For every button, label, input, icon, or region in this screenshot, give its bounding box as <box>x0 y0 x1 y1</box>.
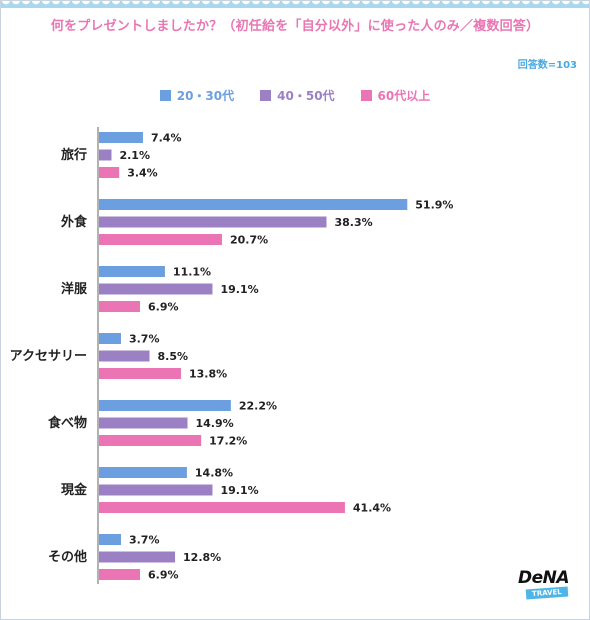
data-label: 19.1% <box>220 283 258 296</box>
data-label: 22.2% <box>239 400 277 413</box>
bar-s1-5 <box>99 467 187 478</box>
bar-s3-4 <box>99 435 202 446</box>
category-label: 洋服 <box>61 281 88 297</box>
legend-swatch-s3 <box>360 90 372 101</box>
bar-s2-5 <box>99 484 213 496</box>
legend-swatch-s1 <box>159 90 171 101</box>
dena-travel-logo: DeNA TRAVEL <box>518 568 576 606</box>
bar-s3-2 <box>99 301 140 312</box>
bar-s2-0 <box>99 149 112 161</box>
data-label: 2.1% <box>119 149 150 162</box>
legend-item-s3: 60代以上 <box>360 87 431 104</box>
legend-label-s1: 20・30代 <box>176 89 235 103</box>
data-label: 51.9% <box>415 199 453 212</box>
bar-s1-6 <box>99 534 121 545</box>
data-label: 41.4% <box>353 502 391 515</box>
legend-item-s2: 40・50代 <box>260 87 335 104</box>
legend-label-s2: 40・50代 <box>277 89 335 103</box>
logo-tag-text: TRAVEL <box>525 586 569 600</box>
data-label: 38.3% <box>335 216 373 229</box>
bar-s2-6 <box>99 551 176 563</box>
bar-s1-2 <box>99 266 165 277</box>
chart-title: 何をプレゼントしましたか？（初任給を「自分以外」に使った人のみ／複数回答） <box>50 19 540 34</box>
category-label: アクセサリー <box>10 349 87 364</box>
legend-label-s3: 60代以上 <box>377 89 431 103</box>
data-label: 13.8% <box>189 368 227 381</box>
bar-s2-1 <box>99 216 327 228</box>
bar-s1-4 <box>99 400 231 411</box>
legend-swatch-s2 <box>260 90 272 101</box>
bar-s3-6 <box>99 569 140 580</box>
bar-s2-2 <box>99 283 213 295</box>
data-label: 19.1% <box>220 484 258 497</box>
data-label: 14.8% <box>195 467 233 480</box>
data-label: 3.7% <box>129 534 160 547</box>
logo-main-text: DeNA <box>518 568 570 588</box>
bar-s3-0 <box>99 167 120 178</box>
data-label: 14.9% <box>196 417 234 430</box>
bar-s3-5 <box>99 502 345 513</box>
category-label: その他 <box>48 549 87 565</box>
bar-s3-1 <box>99 234 222 245</box>
category-label: 外食 <box>60 214 88 230</box>
data-label: 7.4% <box>151 132 182 145</box>
data-label: 17.2% <box>209 435 247 448</box>
bar-s1-0 <box>99 132 143 143</box>
bar-s1-3 <box>99 333 121 344</box>
data-label: 20.7% <box>230 234 268 247</box>
sample-size: 回答数=103 <box>517 60 577 71</box>
data-label: 3.4% <box>127 167 158 180</box>
legend: 20・30代 40・50代 60代以上 <box>1 87 589 104</box>
data-label: 12.8% <box>183 551 221 564</box>
bar-s2-3 <box>99 350 150 362</box>
category-label: 旅行 <box>61 147 87 163</box>
legend-item-s1: 20・30代 <box>159 87 235 104</box>
scalloped-top-border <box>1 1 589 8</box>
category-label: 食べ物 <box>48 415 87 431</box>
bar-s2-4 <box>99 417 188 429</box>
data-label: 6.9% <box>148 569 179 582</box>
data-label: 11.1% <box>173 266 211 279</box>
bar-s3-3 <box>99 368 181 379</box>
data-label: 3.7% <box>129 333 160 346</box>
data-label: 8.5% <box>157 350 188 363</box>
data-label: 6.9% <box>148 301 179 314</box>
bar-s1-1 <box>99 199 408 210</box>
category-label: 現金 <box>61 482 88 498</box>
